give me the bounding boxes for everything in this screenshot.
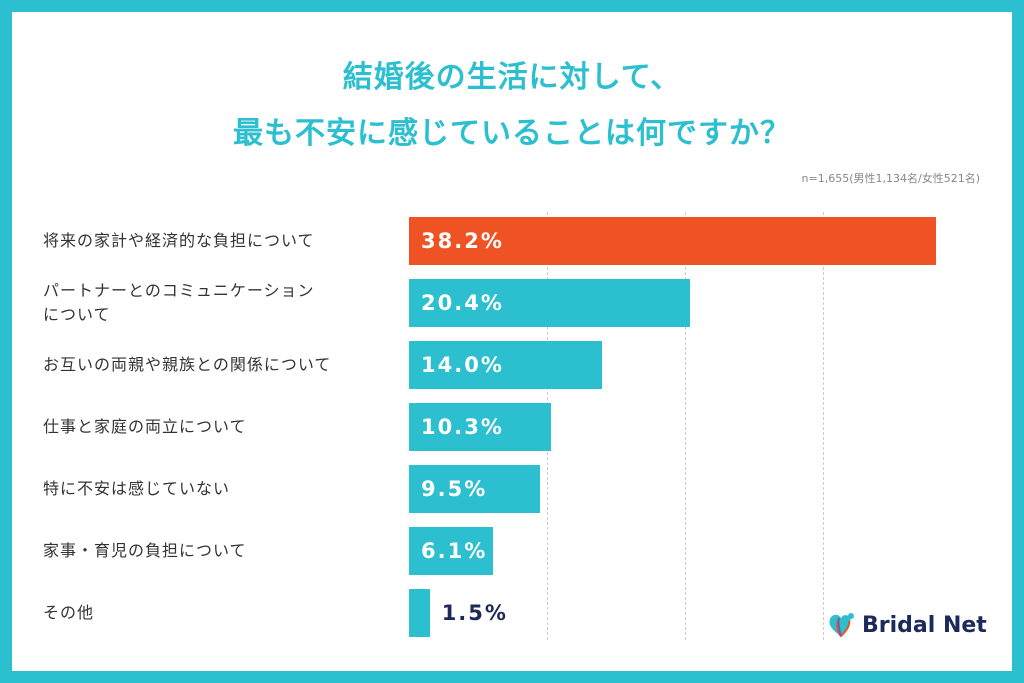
category-label: パートナーとのコミュニケーション について [43,281,315,324]
category-label: 特に不安は感じていない [43,479,231,498]
bar [409,341,603,389]
bar [409,279,691,327]
chart-title-line-1: 結婚後の生活に対して、 [342,60,682,95]
brand-logo: Bridal Net [828,612,987,638]
value-label: 38.2% [421,229,504,253]
bar [409,527,494,575]
category-label: 将来の家計や経済的な負担について [43,231,315,250]
chart-title-line-2: 最も不安に感じていることは何ですか？ [233,116,791,151]
gridline [684,212,686,640]
bar [409,465,541,513]
value-label: 6.1% [421,539,488,563]
category-label: 家事・育児の負担について [43,541,247,560]
bar [409,589,430,637]
sample-size-note: n=1,655(男性1,134名/女性521名) [801,172,980,185]
value-label: 20.4% [421,291,504,315]
value-label: 14.0% [421,353,504,377]
gridline [822,212,824,640]
bar [409,403,552,451]
value-label: 1.5% [441,601,508,625]
bar [409,217,936,265]
value-label: 10.3% [421,415,504,439]
heart-logo-icon [829,613,854,638]
category-label: その他 [43,603,95,622]
brand-name: Bridal Net [862,612,987,638]
category-label: お互いの両親や親族との関係について [43,355,332,374]
value-label: 9.5% [421,477,488,501]
category-label: 仕事と家庭の両立について [43,417,247,436]
